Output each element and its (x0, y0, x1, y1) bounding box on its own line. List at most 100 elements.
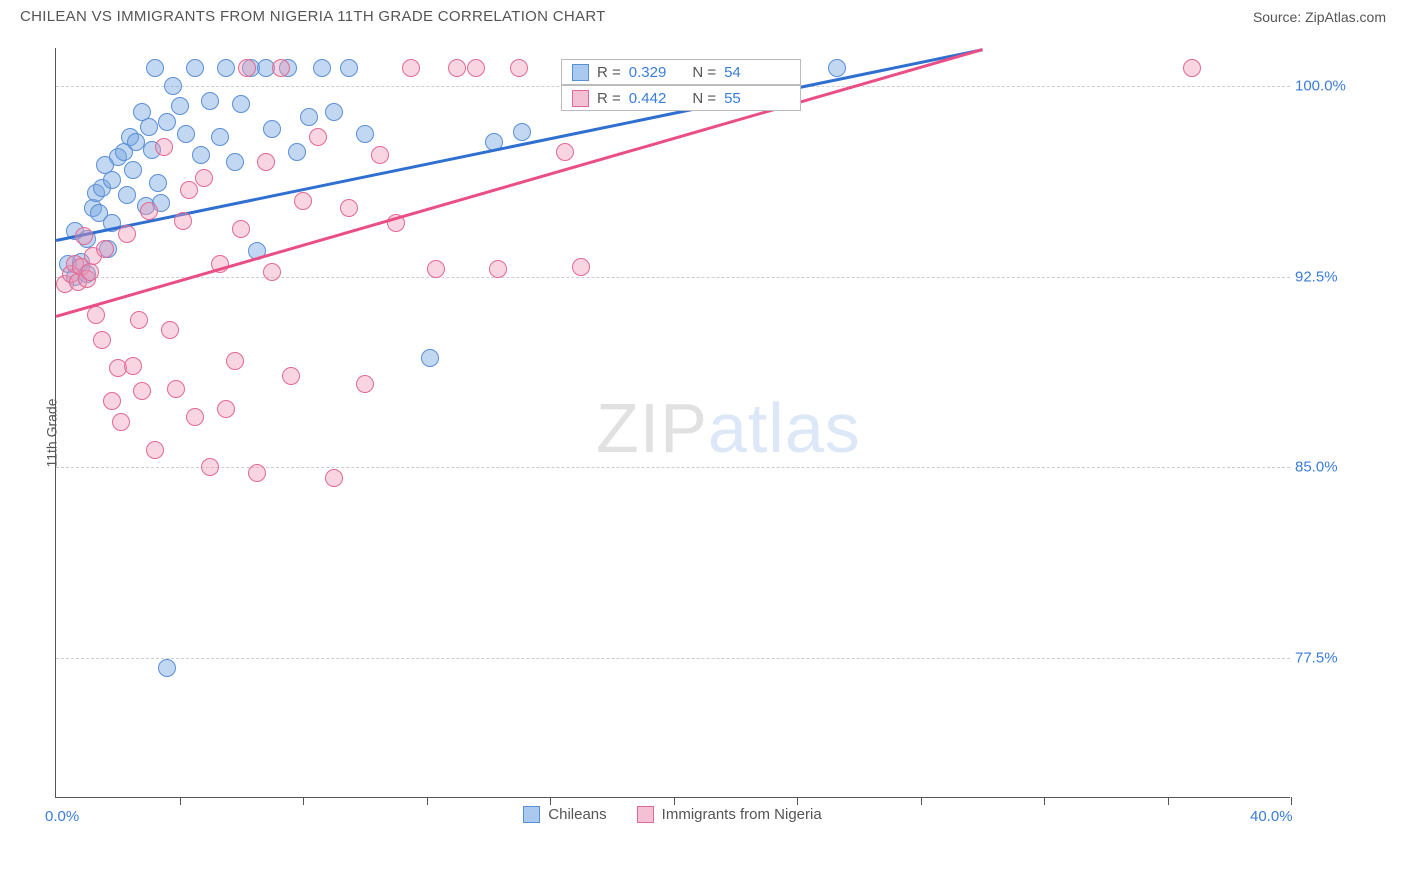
data-point (211, 128, 229, 146)
data-point (96, 240, 114, 258)
watermark-zip: ZIP (596, 389, 708, 467)
data-point (158, 659, 176, 677)
data-point (272, 59, 290, 77)
y-tick-label: 77.5% (1295, 650, 1338, 667)
data-point (201, 92, 219, 110)
data-point (288, 143, 306, 161)
data-point (124, 161, 142, 179)
data-point (177, 125, 195, 143)
watermark-atlas: atlas (708, 389, 861, 467)
watermark: ZIPatlas (596, 388, 861, 468)
data-point (313, 59, 331, 77)
data-point (325, 469, 343, 487)
data-point (164, 77, 182, 95)
data-point (124, 357, 142, 375)
stat-box: R = 0.329 N = 54 (561, 59, 801, 85)
data-point (103, 171, 121, 189)
x-tick (797, 797, 798, 805)
legend-swatch (523, 806, 540, 823)
data-point (195, 169, 213, 187)
legend-item: Chileans (523, 806, 606, 823)
data-point (1183, 59, 1201, 77)
data-point (171, 97, 189, 115)
data-point (118, 186, 136, 204)
data-point (174, 212, 192, 230)
x-tick (427, 797, 428, 805)
data-point (263, 263, 281, 281)
data-point (130, 311, 148, 329)
data-point (309, 128, 327, 146)
data-point (294, 192, 312, 210)
data-point (140, 202, 158, 220)
y-tick-label: 85.0% (1295, 459, 1338, 476)
data-point (282, 367, 300, 385)
grid-line (56, 277, 1290, 278)
data-point (158, 113, 176, 131)
source-label: Source: (1253, 9, 1305, 25)
bottom-legend: Chileans Immigrants from Nigeria (55, 806, 1290, 823)
data-point (467, 59, 485, 77)
x-tick (1044, 797, 1045, 805)
legend-label: Chileans (548, 806, 606, 823)
stat-r-value: 0.442 (629, 90, 667, 107)
data-point (232, 220, 250, 238)
plot-area: ZIPatlas R = 0.329 N = 54 R = 0.442 N = 55 (55, 48, 1290, 798)
data-point (232, 95, 250, 113)
chart-source: Source: ZipAtlas.com (1253, 9, 1386, 25)
data-point (118, 225, 136, 243)
y-tick-label: 92.5% (1295, 268, 1338, 285)
stat-box: R = 0.442 N = 55 (561, 85, 801, 111)
x-tick (1168, 797, 1169, 805)
data-point (226, 352, 244, 370)
data-point (510, 59, 528, 77)
data-point (828, 59, 846, 77)
data-point (201, 458, 219, 476)
source-name: ZipAtlas.com (1305, 9, 1386, 25)
data-point (300, 108, 318, 126)
data-point (146, 59, 164, 77)
data-point (167, 380, 185, 398)
data-point (325, 103, 343, 121)
data-point (402, 59, 420, 77)
data-point (248, 464, 266, 482)
data-point (146, 441, 164, 459)
x-tick (550, 797, 551, 805)
x-tick (674, 797, 675, 805)
data-point (489, 260, 507, 278)
chart-title: CHILEAN VS IMMIGRANTS FROM NIGERIA 11TH … (20, 8, 606, 25)
data-point (257, 153, 275, 171)
data-point (93, 331, 111, 349)
stat-r-label: R = (597, 64, 621, 81)
data-point (356, 375, 374, 393)
stat-n-label: N = (692, 64, 716, 81)
stat-n-value: 55 (724, 90, 741, 107)
legend-label: Immigrants from Nigeria (662, 806, 822, 823)
data-point (140, 118, 158, 136)
data-point (149, 174, 167, 192)
stat-swatch (572, 90, 589, 107)
data-point (186, 408, 204, 426)
x-tick (1291, 797, 1292, 805)
data-point (186, 59, 204, 77)
chart-header: CHILEAN VS IMMIGRANTS FROM NIGERIA 11TH … (0, 0, 1406, 29)
data-point (192, 146, 210, 164)
data-point (421, 349, 439, 367)
stat-r-label: R = (597, 90, 621, 107)
y-tick-label: 100.0% (1295, 78, 1346, 95)
stat-r-value: 0.329 (629, 64, 667, 81)
stat-n-value: 54 (724, 64, 741, 81)
data-point (263, 120, 281, 138)
data-point (226, 153, 244, 171)
data-point (103, 392, 121, 410)
data-point (155, 138, 173, 156)
legend-swatch (637, 806, 654, 823)
data-point (340, 59, 358, 77)
data-point (356, 125, 374, 143)
data-point (133, 382, 151, 400)
grid-line (56, 467, 1290, 468)
x-tick (303, 797, 304, 805)
legend-item: Immigrants from Nigeria (637, 806, 822, 823)
stat-swatch (572, 64, 589, 81)
data-point (556, 143, 574, 161)
stat-n-label: N = (692, 90, 716, 107)
